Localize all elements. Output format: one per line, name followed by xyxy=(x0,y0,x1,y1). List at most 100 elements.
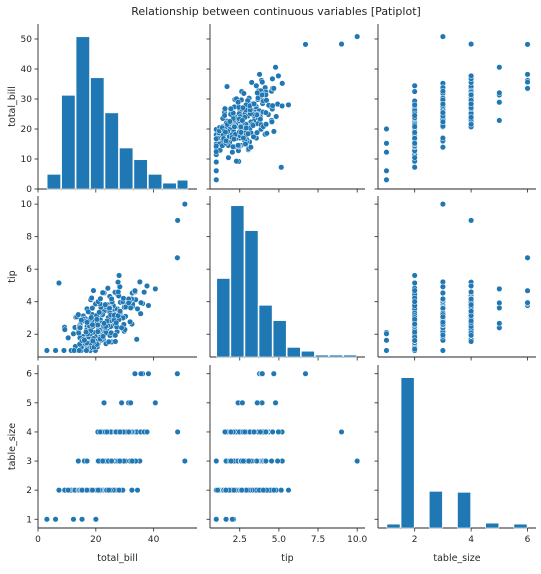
scatter-point xyxy=(105,487,112,494)
scatter-point xyxy=(524,254,531,261)
scatter-point xyxy=(279,102,286,110)
scatter-point xyxy=(244,130,252,137)
scatter-point xyxy=(262,109,269,116)
scatter-point xyxy=(213,158,220,166)
scatter-point xyxy=(55,279,63,287)
scatter-point xyxy=(468,332,475,339)
scatter-point xyxy=(468,217,475,224)
scatter-point xyxy=(439,319,446,326)
scatter-point xyxy=(230,487,237,494)
scatter-point xyxy=(127,318,134,325)
scatter-point xyxy=(262,428,269,435)
scatter-point xyxy=(524,287,531,294)
scatter-point xyxy=(269,428,276,435)
scatter-point xyxy=(278,487,285,494)
scatter-point xyxy=(411,140,418,147)
scatter-point xyxy=(468,72,475,79)
scatter-point xyxy=(354,458,361,465)
histogram-bar xyxy=(148,174,163,190)
scatter-point xyxy=(411,82,418,89)
scatter-point xyxy=(118,324,125,331)
scatter-point xyxy=(243,124,250,132)
x-tick-label: 20 xyxy=(90,535,102,545)
scatter-point xyxy=(137,299,145,306)
scatter-point xyxy=(227,428,234,435)
scatter-point xyxy=(237,123,244,130)
scatter-point xyxy=(75,458,82,465)
scatter-point xyxy=(223,137,230,144)
scatter-point xyxy=(251,100,258,107)
scatter-point xyxy=(354,33,361,40)
scatter-point xyxy=(411,154,418,161)
scatter-point xyxy=(81,337,88,344)
x-tick-label: 2.5 xyxy=(233,535,247,545)
histogram-bar xyxy=(133,159,148,190)
scatter-point xyxy=(250,133,257,140)
x-tick-label: 7.5 xyxy=(311,535,325,545)
scatter-point xyxy=(272,64,279,71)
scatter-point xyxy=(83,347,90,354)
scatter-point xyxy=(127,304,134,311)
scatter-point xyxy=(338,41,345,48)
scatter-point xyxy=(92,516,99,523)
scatter-point xyxy=(120,295,127,302)
scatter-point xyxy=(85,308,92,315)
scatter-point xyxy=(90,287,97,294)
scatter-point xyxy=(496,320,503,327)
scatter-point xyxy=(102,301,109,308)
scatter-point xyxy=(263,97,270,104)
scatter-point xyxy=(275,428,282,435)
histogram-bar xyxy=(329,354,343,358)
scatter-point xyxy=(78,516,86,523)
scatter-point xyxy=(52,516,59,523)
scatter-point xyxy=(108,295,115,302)
scatter-point xyxy=(233,158,240,165)
scatter-point xyxy=(468,100,475,107)
scatter-point xyxy=(228,458,235,465)
scatter-point xyxy=(84,458,91,465)
scatter-point xyxy=(94,321,101,329)
scatter-point xyxy=(268,458,275,465)
scatter-point xyxy=(251,428,258,435)
scatter-point xyxy=(524,71,531,78)
scatter-point xyxy=(101,399,108,406)
scatter-point xyxy=(89,337,96,345)
scatter-point xyxy=(101,320,108,327)
scatter-point xyxy=(411,101,418,108)
scatter-point xyxy=(496,64,503,71)
scatter-point xyxy=(105,338,112,345)
scatter-point xyxy=(259,79,266,86)
y-tick-label: 8 xyxy=(26,233,32,243)
scatter-point xyxy=(137,370,145,377)
scatter-point xyxy=(103,428,111,435)
scatter-point xyxy=(223,83,231,90)
histogram-bar xyxy=(104,112,119,190)
scatter-point xyxy=(259,370,266,377)
scatter-point xyxy=(302,41,309,48)
scatter-point xyxy=(270,128,277,135)
x-tick-label: 5.0 xyxy=(272,535,287,545)
scatter-point xyxy=(278,164,285,171)
scatter-point xyxy=(411,321,418,328)
scatter-point xyxy=(254,89,261,96)
scatter-point xyxy=(97,295,104,302)
x-axis-label: tip xyxy=(281,553,293,564)
scatter-point xyxy=(468,121,475,128)
scatter-point xyxy=(94,328,101,335)
scatter-point xyxy=(411,337,418,344)
scatter-point xyxy=(256,71,263,78)
y-axis-label: total_bill xyxy=(7,86,18,126)
scatter-point xyxy=(262,458,269,465)
scatter-point xyxy=(270,487,277,494)
scatter-point xyxy=(439,144,446,151)
scatter-point xyxy=(84,319,91,326)
scatter-point xyxy=(263,121,270,128)
scatter-point xyxy=(269,75,276,82)
scatter-point xyxy=(129,458,136,465)
scatter-point xyxy=(214,487,221,494)
y-tick-label: 5 xyxy=(26,399,32,409)
y-tick-label: 10 xyxy=(21,155,33,165)
scatter-point xyxy=(411,298,418,305)
scatter-point xyxy=(468,288,475,296)
scatter-point xyxy=(285,101,292,108)
